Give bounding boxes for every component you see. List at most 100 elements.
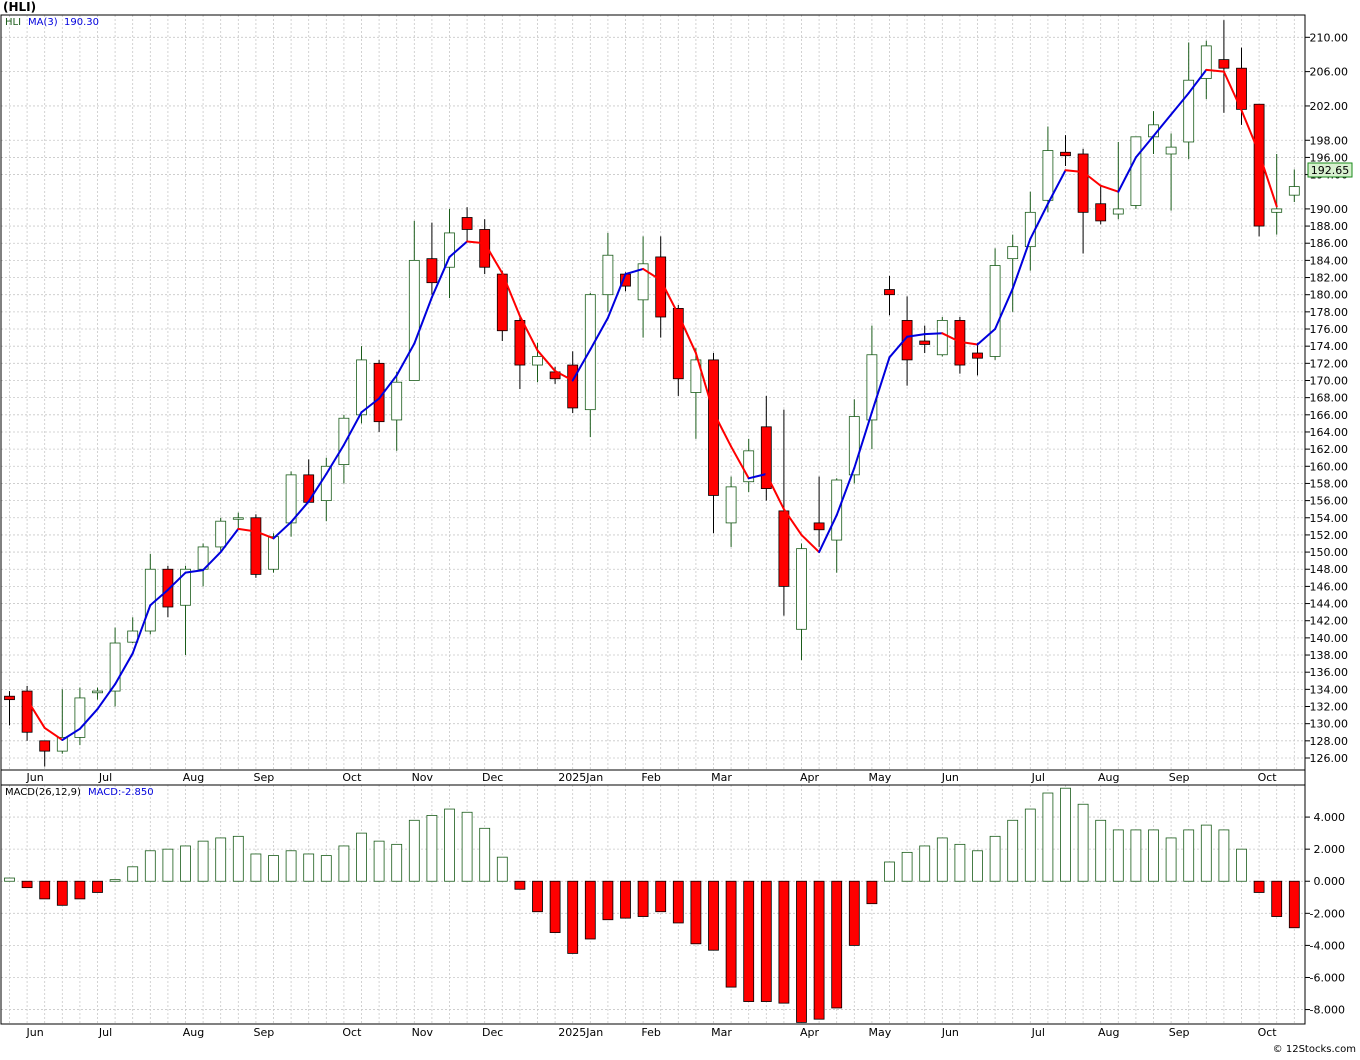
macd-bar: [1077, 803, 1089, 882]
candle: [92, 687, 103, 700]
ma-segment: [272, 521, 293, 540]
candle: [1271, 153, 1283, 235]
x-tick-label: Sep: [254, 1026, 275, 1039]
candle: [356, 346, 367, 424]
candle: [655, 236, 667, 338]
ma-segment: [290, 500, 310, 524]
x-tick-label: Oct: [342, 771, 362, 784]
candle-body: [408, 259, 420, 381]
candlestick-series: [4, 20, 1300, 767]
y-tick-label: 188.00: [1310, 220, 1349, 233]
candle-body: [884, 289, 895, 296]
ma-segment: [941, 332, 961, 343]
macd-bar: [1130, 829, 1142, 882]
candle: [884, 275, 895, 316]
x-tick-label: Aug: [183, 1026, 204, 1039]
macd-bar: [1095, 819, 1107, 882]
candle-body: [109, 642, 121, 692]
x-tick-label: Sep: [1169, 771, 1190, 784]
ma-segment: [413, 296, 433, 345]
candle: [461, 207, 473, 242]
macd-bar: [320, 855, 332, 882]
candle-body: [796, 548, 807, 630]
candle: [1060, 135, 1071, 166]
macd-bar: [1218, 829, 1230, 882]
macd-legend-indicator: MACD(26,12,9): [5, 787, 81, 798]
macd-bar: [1288, 880, 1300, 929]
candle-body: [1095, 203, 1107, 222]
candle: [725, 476, 737, 547]
macd-bar: [356, 832, 367, 882]
candle: [690, 347, 702, 439]
candle-body: [1218, 59, 1230, 69]
candle: [637, 236, 649, 338]
macd-bar: [74, 880, 86, 900]
candle: [268, 533, 279, 573]
macd-bar: [972, 850, 983, 882]
x-tick-label: May: [869, 1026, 892, 1039]
macd-bar: [743, 880, 755, 1002]
macd-histogram: [4, 787, 1300, 1023]
macd-bar: [672, 880, 684, 924]
ma-segment: [677, 313, 697, 355]
macd-bar: [866, 880, 878, 905]
candle: [39, 740, 51, 767]
candle: [162, 565, 174, 618]
macd-bar: [285, 850, 297, 882]
ma-segment: [43, 726, 64, 741]
ma-segment: [782, 508, 803, 536]
x-tick-label: Apr: [800, 771, 820, 784]
candle: [56, 689, 68, 754]
candle-body: [813, 522, 825, 531]
y-tick-label: 196.00: [1310, 151, 1349, 164]
ma-segment: [61, 727, 81, 741]
macd-bar: [655, 880, 667, 913]
candle-body: [285, 474, 297, 524]
candle-body: [426, 258, 438, 284]
ma-segment: [1011, 237, 1032, 290]
candle: [514, 317, 526, 390]
y-tick-label: 148.00: [1310, 563, 1349, 576]
ma-segment: [1064, 169, 1085, 174]
macd-tick-label: -6.000: [1310, 971, 1345, 984]
ma-segment: [395, 342, 416, 377]
x-tick-label: May: [869, 771, 892, 784]
ma-segment: [518, 315, 539, 352]
candle-body: [602, 254, 614, 296]
candle-body: [1130, 136, 1142, 206]
macd-bar: [232, 835, 244, 882]
x-tick-label: 2025Jan: [558, 771, 603, 784]
candle: [954, 317, 966, 374]
y-tick-label: 140.00: [1310, 632, 1349, 645]
x-tick-label: Aug: [1098, 1026, 1119, 1039]
macd-bar: [514, 880, 526, 890]
ma-segment: [747, 473, 768, 480]
x-tick-label: Oct: [1258, 1026, 1278, 1039]
candle-body: [1200, 45, 1212, 79]
ma-segment: [659, 279, 680, 316]
x-tick-label: Dec: [482, 771, 503, 784]
ma-segment: [1205, 68, 1225, 73]
candle-body: [567, 364, 579, 409]
candle: [760, 395, 772, 501]
macd-bar: [1148, 829, 1159, 882]
candle-body: [338, 417, 350, 465]
macd-bar: [408, 819, 420, 882]
candle-body: [1007, 246, 1019, 260]
macd-tick-label: 2.000: [1314, 843, 1346, 856]
candle-body: [1112, 208, 1124, 215]
last-price-tag: [1307, 162, 1353, 178]
macd-bar: [549, 880, 561, 933]
ma-line-series: [26, 68, 1278, 741]
candle: [972, 342, 983, 376]
candle-body: [1077, 153, 1089, 213]
candle-body: [4, 695, 15, 701]
y-tick-label: 144.00: [1310, 598, 1349, 611]
candle-body: [74, 697, 86, 738]
x-tick-label: Dec: [482, 1026, 503, 1039]
macd-bar: [426, 815, 438, 882]
candle: [180, 565, 191, 656]
x-tick-label: Jun: [941, 771, 959, 784]
y-tick-label: 170.00: [1310, 374, 1349, 387]
